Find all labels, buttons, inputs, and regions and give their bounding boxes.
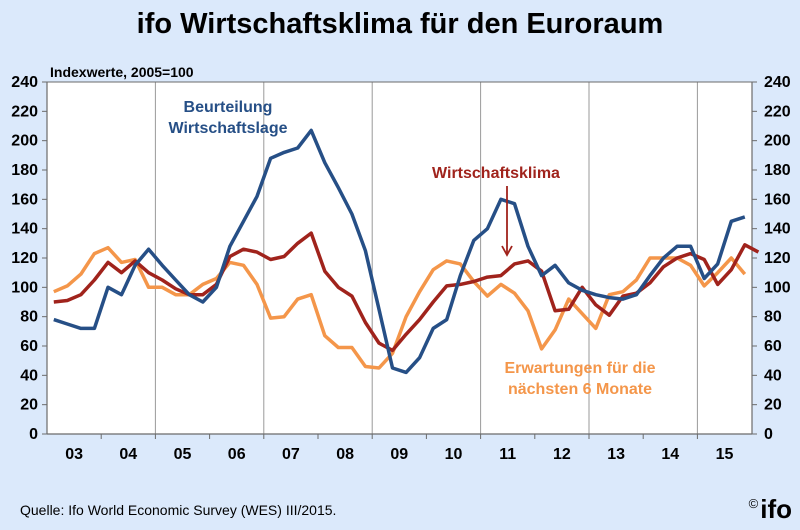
series-line-0	[53, 128, 746, 375]
annotation-beurteilung-line1: Beurteilung	[184, 99, 273, 116]
y-tick-label-right: 160	[764, 191, 791, 208]
x-tick-label: 12	[553, 446, 571, 463]
y-tick-label-right: 180	[764, 162, 791, 179]
y-tick-label: 80	[20, 309, 38, 326]
chart-title: ifo Wirtschaftsklima für den Euroraum	[136, 8, 664, 40]
annotation-erwartungen-line1: Erwartungen für die	[504, 360, 655, 377]
y-tick-label: 60	[20, 338, 38, 355]
y-tick-label: 160	[11, 191, 38, 208]
y-axis-label: Indexwerte, 2005=100	[50, 64, 194, 80]
y-tick-label-right: 20	[764, 397, 782, 414]
y-tick-label: 180	[11, 162, 38, 179]
x-tick-label: 10	[445, 446, 463, 463]
y-tick-label: 240	[11, 74, 38, 91]
y-tick-label-right: 140	[764, 221, 791, 238]
x-tick-label: 13	[607, 446, 625, 463]
y-tick-label: 220	[11, 103, 38, 120]
x-tick-label: 05	[174, 446, 192, 463]
series-lines	[53, 128, 760, 375]
y-tick-label-right: 200	[764, 133, 791, 150]
x-tick-label: 04	[119, 446, 137, 463]
x-tick-label: 09	[390, 446, 408, 463]
x-tick-label: 15	[716, 446, 734, 463]
y-tick-label-right: 80	[764, 309, 782, 326]
y-tick-label-right: 240	[764, 74, 791, 91]
x-tick-label: 08	[336, 446, 354, 463]
x-axis: 03 04 05 06 07 08 09 10 11 12 13 14 15	[65, 434, 734, 463]
source-note: Quelle: Ifo World Economic Survey (WES) …	[20, 502, 337, 518]
y-tick-label: 20	[20, 397, 38, 414]
plot-area	[47, 82, 752, 434]
annotation-arrow-head	[501, 245, 513, 257]
y-tick-label-right: 100	[764, 279, 791, 296]
y-tick-label-right: 60	[764, 338, 782, 355]
y-axis-right: 0 20 40 60 80 100 120 140 160 180 200 220 240	[752, 74, 791, 443]
x-tick-label: 06	[228, 446, 246, 463]
annotation-wirtschaftsklima: Wirtschaftsklima	[432, 165, 560, 182]
logo-text: ifo	[760, 494, 792, 524]
x-tick-label: 07	[282, 446, 300, 463]
y-tick-label: 40	[20, 367, 38, 384]
annotations: Beurteilung Wirtschaftslage Wirtschaftskli…	[169, 99, 656, 398]
copyright-symbol: ©	[748, 496, 759, 512]
y-tick-label-right: 40	[764, 367, 782, 384]
y-tick-label: 200	[11, 133, 38, 150]
y-tick-label: 140	[11, 221, 38, 238]
y-tick-label: 100	[11, 279, 38, 296]
y-tick-label: 0	[29, 426, 38, 443]
x-tick-label: 03	[65, 446, 83, 463]
x-tick-label: 14	[661, 446, 679, 463]
annotation-beurteilung-line2: Wirtschaftslage	[169, 120, 288, 137]
y-tick-label-right: 0	[764, 426, 773, 443]
y-tick-label-right: 120	[764, 250, 791, 267]
y-axis-left: 0 20 40 60 80 100 120 140 160 180 200 220 240	[11, 74, 47, 443]
y-tick-label: 120	[11, 250, 38, 267]
annotation-erwartungen-line2: nächsten 6 Monate	[508, 381, 652, 398]
series-line-2	[53, 245, 747, 370]
x-tick-label: 11	[499, 446, 516, 463]
y-tick-label-right: 220	[764, 103, 791, 120]
ifo-logo: ©ifo	[749, 494, 792, 525]
